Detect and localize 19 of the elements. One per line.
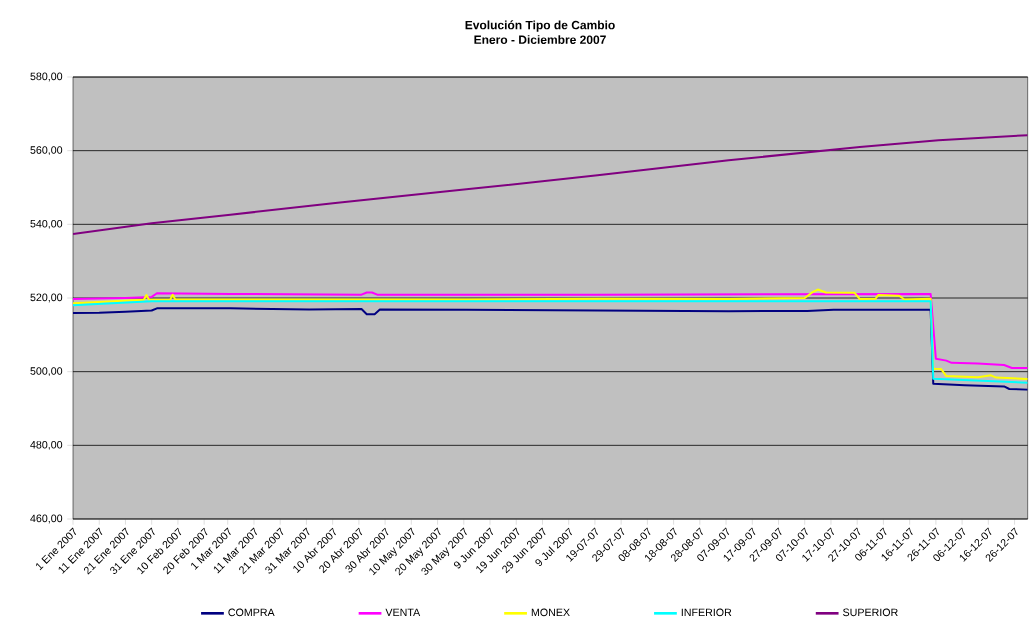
line-series bbox=[73, 288, 1028, 381]
chart-subtitle: Enero - Diciembre 2007 bbox=[474, 35, 606, 44]
y-tick-label: 560,00 bbox=[30, 146, 63, 156]
legend-label: INFERIOR bbox=[681, 608, 732, 617]
chart-title: Evolución Tipo de Cambio bbox=[465, 20, 615, 32]
legend-label: VENTA bbox=[385, 608, 421, 616]
y-tick-label: 480,00 bbox=[30, 440, 63, 450]
y-tick-label: 520,00 bbox=[30, 293, 63, 303]
legend-label: SUPERIOR bbox=[843, 608, 898, 617]
line-series bbox=[73, 307, 1028, 391]
y-tick-label: 580,00 bbox=[30, 72, 63, 82]
legend-label: MONEX bbox=[531, 608, 570, 617]
y-tick-label: 540,00 bbox=[30, 219, 63, 229]
y-tick-label: 500,00 bbox=[30, 367, 63, 377]
line-series bbox=[73, 300, 1028, 384]
line-series bbox=[73, 134, 1028, 235]
legend-label: COMPRA bbox=[228, 608, 275, 617]
line-series bbox=[73, 291, 1028, 369]
y-tick-label: 460,00 bbox=[30, 514, 63, 524]
